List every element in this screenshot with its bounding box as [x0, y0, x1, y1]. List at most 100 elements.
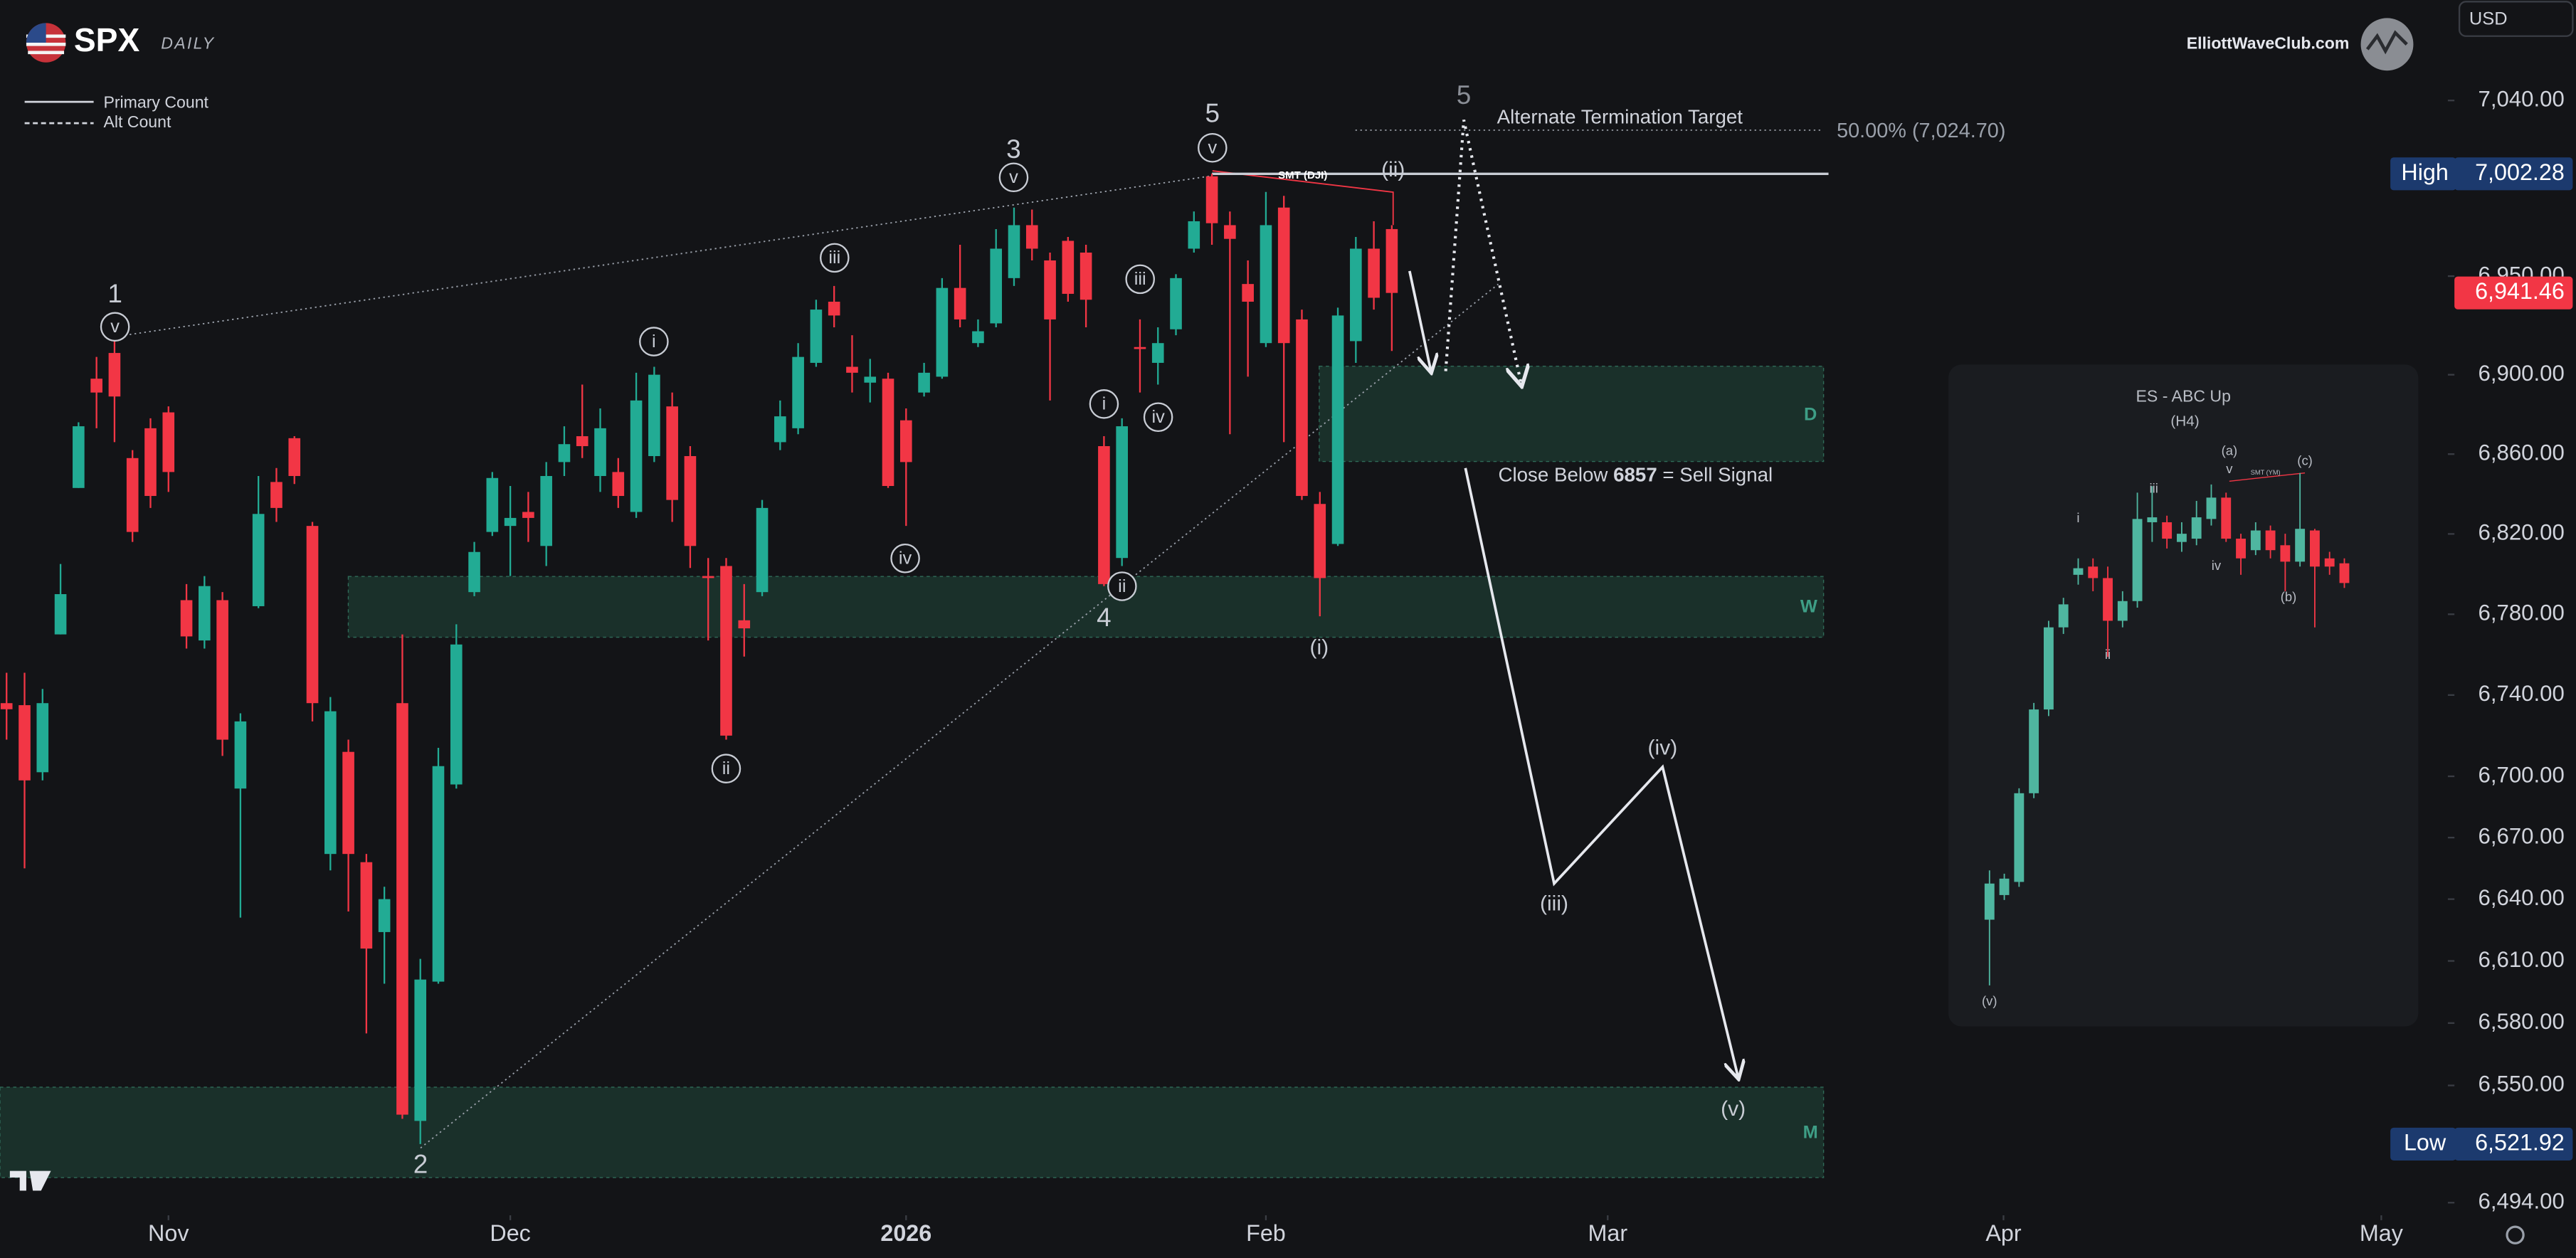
wave-label: (iv): [1648, 736, 1678, 759]
candle-body: [1008, 225, 1020, 278]
y-tick-label: 6,494.00: [2479, 1188, 2565, 1213]
x-tick-label: May: [2360, 1220, 2404, 1246]
candle-body: [288, 438, 301, 476]
zone-label: M: [1803, 1122, 1818, 1142]
candle-body: [378, 899, 391, 932]
wave-label: 5: [1205, 98, 1220, 127]
wave-label: v: [1208, 138, 1217, 158]
candle-body: [630, 400, 643, 512]
price-box: [2454, 157, 2573, 191]
candle-body: [19, 705, 31, 781]
candle-body: [108, 353, 121, 397]
candle-body: [972, 331, 984, 344]
inset-candle: [2339, 563, 2350, 583]
price-name-box: [2390, 1127, 2456, 1161]
wave-circle: [639, 327, 669, 356]
inset-candle: [1999, 878, 2010, 895]
inset-label: (b): [2281, 589, 2297, 604]
inset-candle: [2221, 497, 2232, 539]
inset-label: (a): [2222, 443, 2238, 458]
fib-label: 50.00% (7,024.70): [1837, 120, 2005, 142]
inset-candle: [2058, 604, 2069, 628]
inset-candle: [2236, 539, 2246, 559]
candle-body: [486, 477, 499, 532]
wave-label: 5: [1457, 80, 1472, 110]
candle-body: [899, 420, 912, 462]
settings-icon[interactable]: [2506, 1225, 2525, 1244]
candle-body: [594, 428, 606, 476]
y-tick-label: 6,670.00: [2479, 823, 2565, 848]
candle-body: [73, 426, 85, 488]
wave-label: iv: [899, 549, 912, 569]
candle-body: [558, 444, 571, 462]
y-tick-label: 6,610.00: [2479, 947, 2565, 972]
candle-body: [252, 514, 265, 606]
inset-panel: ES - ABC Up (H4) (a)v SMT (YM)(c)iiiiiiiv…: [1948, 364, 2419, 1027]
candle-body: [1044, 260, 1056, 319]
header: SPX DAILY Primary Count Alt Count Elliot…: [9, 1, 2574, 1244]
candle-body: [306, 526, 319, 704]
candles: [0, 174, 1398, 1144]
wave-label: 2: [413, 1149, 428, 1178]
zone-label: W: [1800, 597, 1817, 617]
candle-body: [1350, 248, 1362, 342]
candle-body: [1296, 319, 1308, 497]
candle-body: [54, 593, 67, 635]
wave-circle: [998, 162, 1029, 193]
inset-candle: [2191, 517, 2202, 539]
price-box: [2454, 1127, 2573, 1161]
candle-body: [199, 586, 211, 641]
price-label: 7,002.28: [2475, 159, 2565, 185]
candle-body: [162, 412, 175, 472]
wave-label: iii: [828, 248, 840, 268]
currency[interactable]: USD: [2469, 9, 2508, 28]
price-name: Low: [2404, 1129, 2446, 1155]
inset-candle: [2309, 530, 2320, 567]
candle-body: [1260, 225, 1272, 344]
zone-label: D: [1804, 405, 1817, 425]
candle-body: [774, 416, 786, 443]
candle-body: [846, 366, 858, 373]
price-name: High: [2401, 159, 2448, 185]
candle-body: [1331, 315, 1344, 544]
symbol: SPX: [74, 21, 140, 58]
wave-circle: [711, 754, 741, 783]
sell-signal: Close Below 6857 = Sell Signal: [1499, 464, 1773, 486]
currency-box[interactable]: [2458, 1, 2574, 37]
timeframe: DAILY: [161, 33, 215, 52]
candle-body: [504, 517, 517, 527]
candle-body: [810, 310, 823, 363]
candle-body: [882, 379, 894, 487]
candle-body: [1134, 347, 1146, 349]
wave-circle: [820, 243, 850, 273]
candle-body: [954, 287, 966, 319]
wave-circle: [1198, 132, 1228, 163]
inset-candle: [2206, 497, 2217, 519]
site-logo-wave: [2365, 30, 2408, 55]
inset-label: iii: [2150, 481, 2158, 496]
candle-body: [36, 703, 49, 773]
sell-signal-text: = Sell Signal: [1662, 464, 1773, 486]
wave-label: 4: [1097, 603, 1112, 632]
y-tick-label: 7,040.00: [2479, 86, 2565, 111]
price-label: 6,521.92: [2475, 1129, 2565, 1155]
inset-label: v: [2226, 461, 2233, 476]
wave-label: 1: [107, 279, 122, 308]
zone-w: [347, 576, 1825, 638]
candle-body: [936, 287, 949, 377]
y-tick-label: 6,640.00: [2479, 885, 2565, 910]
wave-circle: [100, 312, 130, 342]
inset-title: ES - ABC Up: [2136, 387, 2231, 406]
site-name: ElliottWaveClub.com: [2187, 33, 2350, 52]
candle-body: [648, 374, 660, 456]
candle-body: [540, 475, 552, 546]
candle-body: [396, 703, 408, 1115]
inset-candle: [2103, 578, 2113, 621]
candle-body: [666, 406, 678, 500]
zone-d: [1319, 366, 1825, 462]
inset-candle: [2176, 534, 2187, 542]
candle-body: [1116, 426, 1128, 559]
candle-body: [1080, 252, 1092, 300]
